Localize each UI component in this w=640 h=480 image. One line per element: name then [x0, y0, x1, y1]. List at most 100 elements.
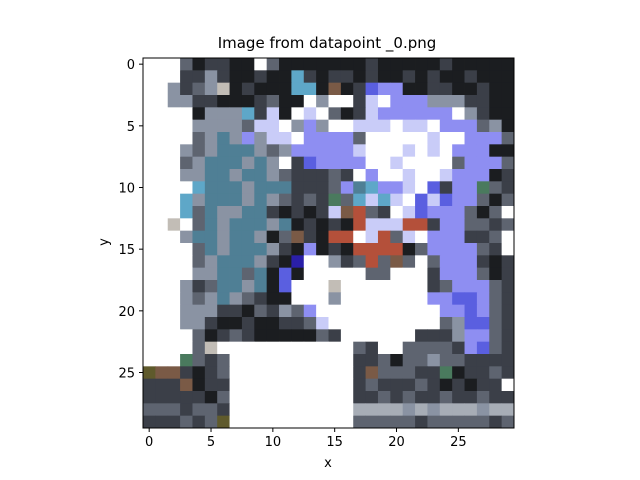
x-tick-label: 15: [326, 435, 343, 450]
heatmap-cell: [390, 230, 404, 244]
heatmap-cell: [476, 218, 490, 232]
heatmap-cell: [377, 144, 391, 158]
heatmap-cell: [452, 292, 465, 306]
heatmap-cell: [340, 354, 354, 367]
heatmap-cell: [180, 415, 193, 429]
heatmap-cell: [415, 378, 428, 392]
heatmap-cell: [229, 255, 243, 269]
heatmap-cell: [303, 230, 317, 244]
heatmap-cell: [279, 341, 292, 355]
heatmap-cell: [254, 70, 268, 84]
heatmap-cell: [328, 58, 342, 71]
heatmap-cell: [390, 169, 404, 182]
heatmap-cell: [489, 218, 503, 232]
heatmap-cell: [476, 58, 490, 71]
heatmap-cell: [167, 415, 181, 429]
heatmap-cell: [303, 317, 317, 330]
heatmap-cell: [427, 354, 441, 367]
heatmap-cell: [489, 181, 503, 195]
heatmap-cell: [229, 218, 243, 232]
heatmap-cell: [241, 70, 255, 84]
heatmap-cell: [365, 317, 379, 330]
heatmap-cell: [192, 415, 206, 429]
heatmap-cell: [192, 304, 206, 318]
heatmap-cell: [155, 95, 169, 108]
heatmap-cell: [476, 243, 490, 256]
heatmap-cell: [452, 403, 465, 417]
heatmap-cell: [365, 329, 379, 343]
heatmap-cell: [439, 206, 453, 219]
heatmap-cell: [155, 366, 169, 380]
heatmap-cell: [464, 193, 478, 207]
heatmap-cell: [340, 243, 354, 256]
heatmap-cell: [365, 292, 379, 306]
heatmap-cell: [316, 415, 329, 429]
heatmap-cell: [365, 107, 379, 121]
heatmap-cell: [390, 267, 404, 281]
heatmap-cell: [180, 181, 193, 195]
heatmap-cell: [303, 366, 317, 380]
heatmap-cell: [489, 107, 503, 121]
heatmap-cell: [167, 280, 181, 293]
heatmap-cell: [464, 378, 478, 392]
heatmap-cell: [266, 317, 280, 330]
heatmap-cell: [241, 391, 255, 404]
heatmap-cell: [501, 354, 515, 367]
heatmap-cell: [340, 218, 354, 232]
heatmap-cell: [204, 304, 218, 318]
heatmap-cell: [229, 193, 243, 207]
y-tick-label: 25: [118, 367, 135, 382]
heatmap-cell: [476, 70, 490, 84]
heatmap-cell: [204, 119, 218, 133]
heatmap-cell: [180, 403, 193, 417]
heatmap-cell: [254, 82, 268, 96]
heatmap-cell: [266, 107, 280, 121]
heatmap-cell: [155, 391, 169, 404]
heatmap-cell: [241, 156, 255, 170]
heatmap-cell: [476, 304, 490, 318]
heatmap-cell: [217, 95, 230, 108]
heatmap-cell: [167, 70, 181, 84]
heatmap-cell: [316, 304, 329, 318]
heatmap-cell: [229, 132, 243, 145]
heatmap-cell: [402, 230, 416, 244]
heatmap-cell: [340, 82, 354, 96]
x-tick-label: 10: [265, 435, 282, 450]
heatmap-cell: [143, 317, 156, 330]
heatmap-cell: [229, 267, 243, 281]
heatmap-cell: [439, 304, 453, 318]
heatmap-cell: [427, 280, 441, 293]
heatmap-cell: [390, 304, 404, 318]
heatmap-cell: [489, 169, 503, 182]
heatmap-cell: [279, 378, 292, 392]
heatmap-cell: [365, 181, 379, 195]
heatmap-cell: [266, 391, 280, 404]
heatmap-cell: [279, 243, 292, 256]
heatmap-cell: [279, 144, 292, 158]
heatmap-cell: [365, 378, 379, 392]
heatmap-cell: [402, 132, 416, 145]
heatmap-cell: [489, 70, 503, 84]
heatmap-cell: [476, 144, 490, 158]
heatmap-cell: [316, 354, 329, 367]
heatmap-cell: [439, 132, 453, 145]
heatmap-cell: [254, 132, 268, 145]
heatmap-cell: [266, 193, 280, 207]
heatmap-cell: [291, 415, 305, 429]
heatmap-cell: [279, 119, 292, 133]
heatmap-cell: [316, 317, 329, 330]
heatmap-cell: [340, 119, 354, 133]
x-axis: 0 5 10 15 20 25: [145, 428, 467, 450]
heatmap-cell: [501, 292, 515, 306]
x-tick-label: 5: [207, 435, 215, 450]
heatmap-cell: [501, 378, 515, 392]
heatmap-cell: [155, 403, 169, 417]
heatmap-cell: [204, 206, 218, 219]
heatmap-cell: [279, 82, 292, 96]
heatmap-cell: [476, 403, 490, 417]
heatmap-cell: [377, 255, 391, 269]
heatmap-cell: [365, 169, 379, 182]
heatmap-cell: [415, 70, 428, 84]
heatmap-cell: [279, 169, 292, 182]
heatmap-cell: [241, 169, 255, 182]
